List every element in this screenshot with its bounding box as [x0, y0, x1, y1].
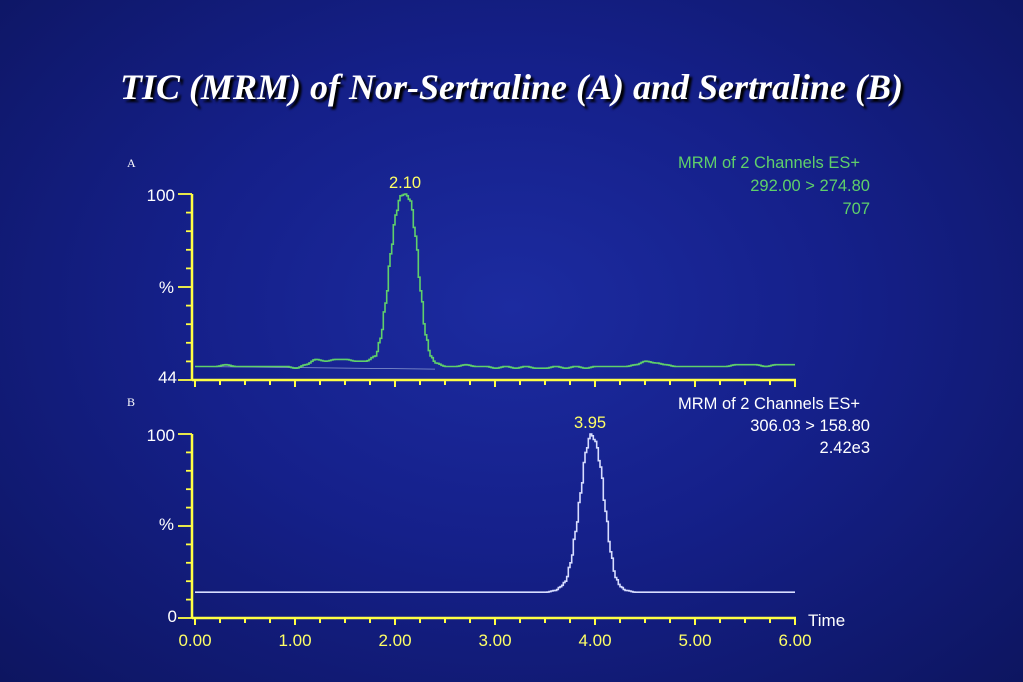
panel-b-intensity: 2.42e3 [820, 439, 870, 457]
panel-b-x-tick-labels: 0.00 1.00 2.00 3.00 4.00 5.00 6.00 [178, 631, 811, 650]
panel-a-baseline [194, 366, 436, 370]
panel-a-trace [195, 193, 795, 369]
x-tick-label: 4.00 [578, 631, 611, 650]
panel-a-ytick-percent: % [159, 278, 174, 297]
panel-b-ytick-percent: % [159, 515, 174, 534]
panel-b: B MRM of 2 Channels ES+ 306.03 > 158.80 … [127, 395, 870, 650]
panel-b-y-ticks [178, 433, 192, 619]
panel-b-ytick-min: 0 [168, 607, 177, 626]
panel-a-intensity: 707 [842, 200, 870, 218]
panel-a-ytick-min: 44 [158, 368, 177, 387]
x-tick-label: 6.00 [778, 631, 811, 650]
panel-b-transition: 306.03 > 158.80 [750, 417, 870, 435]
panel-a-y-ticks [178, 193, 192, 381]
x-axis-label: Time [808, 611, 845, 630]
x-tick-label: 1.00 [278, 631, 311, 650]
panel-a-peak-label: 2.10 [389, 174, 421, 192]
panel-b-letter: B [127, 395, 135, 409]
panel-b-trace [195, 433, 795, 593]
panel-a-channel-title: MRM of 2 Channels ES+ [678, 154, 860, 172]
panel-b-channel-title: MRM of 2 Channels ES+ [678, 395, 860, 413]
panel-a-ytick-max: 100 [147, 186, 175, 205]
panel-b-x-ticks [194, 618, 796, 625]
x-tick-label: 5.00 [678, 631, 711, 650]
panel-a-letter: A [127, 156, 136, 170]
x-tick-label: 2.00 [378, 631, 411, 650]
panel-a: A MRM of 2 Channels ES+ 292.00 > 274.80 … [127, 154, 870, 387]
slide-title: TIC (MRM) of Nor-Sertraline (A) and Sert… [119, 67, 904, 107]
x-tick-label: 3.00 [478, 631, 511, 650]
x-tick-label: 0.00 [178, 631, 211, 650]
panel-a-x-ticks [194, 380, 796, 387]
panel-a-transition: 292.00 > 274.80 [750, 177, 870, 195]
panel-b-ytick-max: 100 [147, 426, 175, 445]
panel-b-peak-label: 3.95 [574, 414, 606, 432]
